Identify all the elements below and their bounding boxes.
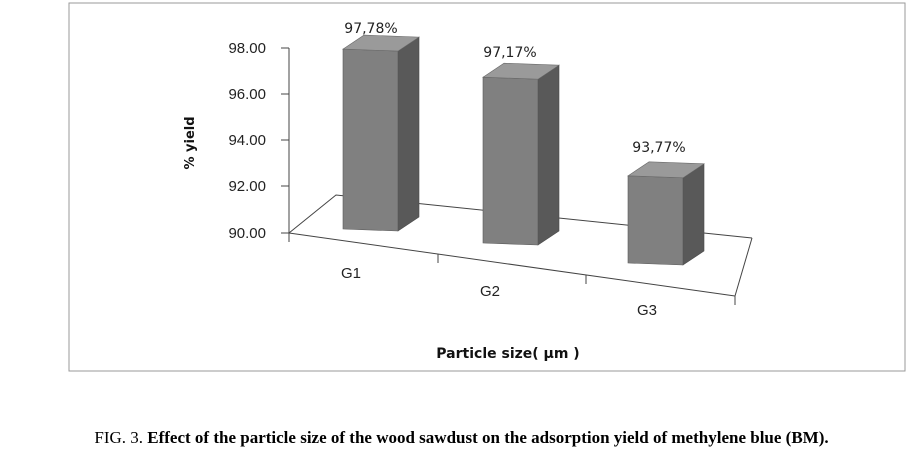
bar-side bbox=[397, 36, 420, 232]
data-label: 97,17% bbox=[483, 45, 536, 61]
y-tick-label: 90.00 bbox=[228, 225, 266, 242]
y-tick-label: 96.00 bbox=[228, 86, 266, 103]
bar-side bbox=[537, 64, 560, 246]
y-tick-label: 98.00 bbox=[228, 40, 266, 57]
x-tick-label: G1 bbox=[341, 265, 361, 282]
y-tick-label: 92.00 bbox=[228, 178, 266, 195]
bar-side bbox=[682, 163, 705, 266]
y-axis-title: % yield bbox=[183, 116, 198, 169]
data-label: 97,78% bbox=[344, 21, 397, 37]
caption-text: Effect of the particle size of the wood … bbox=[147, 428, 829, 447]
bar-front bbox=[342, 48, 399, 232]
caption-prefix: FIG. 3. bbox=[94, 428, 144, 447]
floor-right-edge bbox=[734, 237, 753, 297]
x-tick-label: G3 bbox=[637, 302, 657, 319]
x-axis-title: Particle size( µm ) bbox=[436, 346, 579, 362]
bars-group: 97,78% 97,17% 93,77% bbox=[342, 21, 705, 266]
figure-caption: FIG. 3. Effect of the particle size of t… bbox=[0, 428, 923, 448]
x-tick-label: G2 bbox=[480, 283, 500, 300]
floor-back-edges bbox=[288, 194, 753, 239]
bar-front bbox=[482, 76, 539, 246]
bar-top bbox=[342, 34, 420, 52]
x-axis-line bbox=[288, 232, 736, 297]
y-tick-label: 94.00 bbox=[228, 132, 266, 149]
bar-top bbox=[627, 161, 705, 179]
bar-top bbox=[482, 62, 560, 80]
data-label: 93,77% bbox=[632, 140, 685, 156]
bar-front bbox=[627, 175, 684, 266]
